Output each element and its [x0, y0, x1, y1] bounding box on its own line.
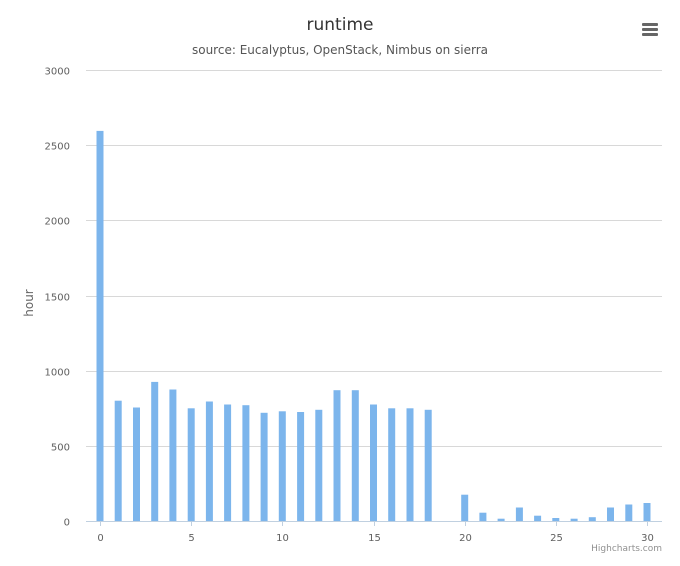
- bar: [570, 518, 578, 521]
- bar: [333, 390, 341, 521]
- bar: [497, 518, 505, 521]
- bar: [388, 408, 396, 522]
- credits-link[interactable]: Highcharts.com: [591, 544, 662, 554]
- bar: [242, 405, 250, 521]
- bar: [224, 404, 232, 521]
- y-tick-label: 0: [64, 518, 70, 529]
- bar: [643, 503, 651, 521]
- y-tick-label: 1500: [45, 293, 70, 304]
- x-tick-label: 5: [188, 533, 194, 544]
- y-tick-label: 2500: [45, 142, 70, 153]
- x-tick-label: 25: [550, 533, 563, 544]
- x-tick-label: 30: [641, 533, 654, 544]
- chart-title: runtime: [306, 15, 374, 35]
- x-tick-label: 15: [368, 533, 381, 544]
- bar: [534, 515, 542, 521]
- bar: [96, 130, 104, 521]
- bar: [607, 507, 614, 521]
- chart-context-menu-button[interactable]: [638, 18, 662, 42]
- bar: [588, 517, 596, 521]
- bar: [205, 401, 213, 521]
- bar: [278, 411, 286, 521]
- x-tick-label: 20: [459, 533, 472, 544]
- y-tick-label: 3000: [45, 67, 70, 78]
- bar: [515, 507, 523, 521]
- bar: [315, 409, 323, 521]
- bar: [552, 518, 560, 521]
- bar: [479, 512, 487, 521]
- bar: [151, 381, 159, 521]
- bar: [114, 400, 122, 521]
- bar: [424, 409, 432, 521]
- y-tick-label: 2000: [45, 217, 70, 228]
- x-tick-label: 0: [97, 533, 103, 544]
- chart-subtitle: source: Eucalyptus, OpenStack, Nimbus on…: [191, 43, 489, 57]
- bar: [461, 494, 469, 521]
- bar: [406, 408, 414, 522]
- bar: [260, 412, 268, 521]
- y-tick-label: 500: [51, 443, 70, 454]
- bar: [297, 412, 305, 521]
- x-tick-label: 10: [276, 533, 289, 544]
- bar: [351, 390, 359, 521]
- bar: [187, 408, 195, 522]
- y-tick-label: 1000: [45, 368, 70, 379]
- bar: [133, 407, 140, 521]
- bar: [370, 404, 377, 521]
- bar: [169, 389, 177, 521]
- bar: [625, 504, 633, 521]
